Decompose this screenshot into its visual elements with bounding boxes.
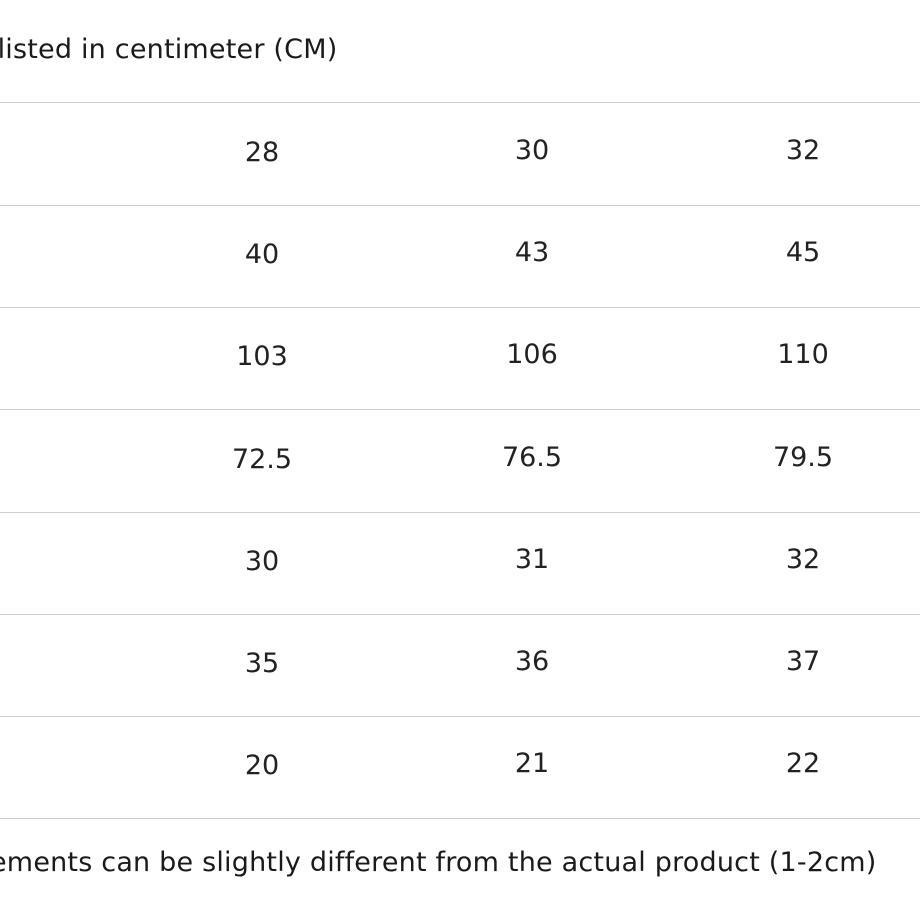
table-cell: 37	[785, 646, 821, 677]
table-rule	[0, 818, 920, 819]
table-rule	[0, 409, 920, 410]
measurement-disclaimer: ements can be slightly different from th…	[0, 847, 877, 878]
table-rule	[0, 614, 920, 615]
table-cell: 31	[514, 544, 550, 575]
table-cell: 106	[506, 339, 558, 370]
table-cell: 103	[236, 341, 288, 372]
table-cell: 35	[244, 648, 280, 679]
table-cell: 45	[785, 237, 821, 268]
table-rule	[0, 716, 920, 717]
table-cell: 30	[244, 546, 280, 577]
table-cell: 32	[785, 135, 821, 166]
table-rule	[0, 205, 920, 206]
table-cell: 28	[244, 137, 280, 168]
table-cell: 36	[514, 646, 550, 677]
table-rule	[0, 512, 920, 513]
table-cell: 20	[244, 750, 280, 781]
table-cell: 76.5	[501, 442, 563, 473]
table-rule	[0, 307, 920, 308]
table-cell: 21	[514, 748, 550, 779]
table-cell: 22	[785, 748, 821, 779]
table-cell: 30	[514, 135, 550, 166]
measurement-unit-note: e listed in centimeter (CM)	[0, 34, 338, 65]
table-cell: 43	[514, 237, 550, 268]
table-cell: 40	[244, 239, 280, 270]
table-rule	[0, 102, 920, 103]
table-cell: 110	[777, 339, 829, 370]
table-cell: 32	[785, 544, 821, 575]
table-cell: 79.5	[772, 442, 834, 473]
table-cell: 72.5	[231, 444, 293, 475]
